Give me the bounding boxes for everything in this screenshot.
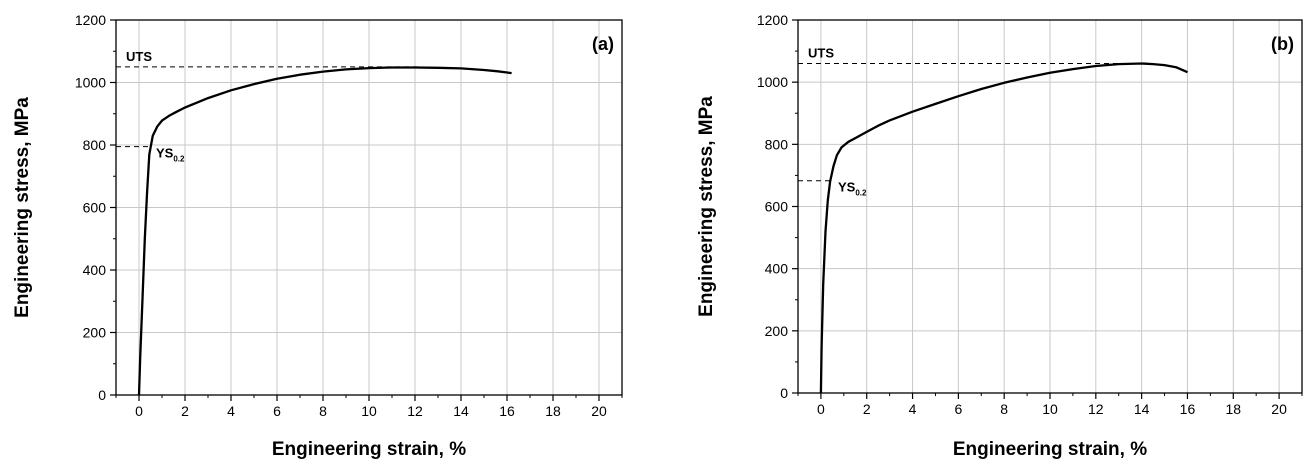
chart-1-x-axis-title: Engineering strain, % [953, 439, 1147, 460]
chart-1-y-axis-title: Engineering stress, MPa [696, 96, 717, 317]
chart-0-y-tick-label-6: 1200 [75, 12, 106, 28]
chart-1-y-tick-label-0: 0 [780, 385, 788, 401]
chart-1-annotation-label-0: UTS [808, 46, 834, 61]
chart-1-x-tick-label-8: 16 [1180, 401, 1196, 417]
chart-1-y-tick-label-5: 1000 [757, 74, 788, 90]
chart-1-series-0-line [819, 62, 1188, 394]
chart-0-x-tick-label-10: 20 [591, 403, 607, 419]
chart-0-x-tick-label-8: 16 [499, 403, 515, 419]
chart-0-x-tick-label-6: 12 [407, 403, 423, 419]
chart-0-y-tick-label-5: 1000 [75, 75, 106, 91]
chart-1-x-tick-label-5: 10 [1042, 401, 1058, 417]
chart-0-x-tick-label-0: 0 [135, 403, 143, 419]
chart-1-x-tick-label-0: 0 [817, 401, 825, 417]
chart-1-panel-label: (b) [1271, 34, 1294, 54]
chart-0-y-tick-label-4: 800 [83, 137, 107, 153]
chart-0-x-tick-label-7: 14 [453, 403, 469, 419]
chart-1-x-tick-label-2: 4 [909, 401, 917, 417]
chart-0: 0 2 4 6 8 10 12 14 16 18 20020040060080010001200En… [12, 12, 623, 460]
chart-0-panel-label: (a) [592, 34, 614, 54]
chart-0-x-tick-label-1: 2 [181, 403, 189, 419]
chart-1-y-tick-label-2: 400 [765, 261, 789, 277]
chart-1-x-tick-label-7: 14 [1134, 401, 1150, 417]
chart-0-x-tick-label-9: 18 [545, 403, 561, 419]
chart-1-y-tick-label-6: 1200 [757, 12, 788, 28]
chart-1-x-tick-label-3: 6 [954, 401, 962, 417]
chart-1-x-tick-label-1: 2 [863, 401, 871, 417]
chart-1-x-tick-label-10: 20 [1271, 401, 1287, 417]
chart-1-x-tick-label-4: 8 [1000, 401, 1008, 417]
chart-1-y-tick-label-4: 800 [765, 136, 789, 152]
chart-0-y-tick-label-3: 600 [83, 200, 107, 216]
chart-1-y-tick-label-3: 600 [765, 199, 789, 215]
chart-0-x-tick-label-3: 6 [273, 403, 281, 419]
chart-0-y-axis-title: Engineering stress, MPa [12, 97, 33, 318]
chart-0-x-axis-title: Engineering strain, % [272, 439, 466, 460]
chart-0-x-tick-label-5: 10 [361, 403, 377, 419]
chart-1-x-tick-label-6: 12 [1088, 401, 1104, 417]
chart-0-y-tick-label-0: 0 [98, 387, 106, 403]
chart-0-annotation-label-1: YS0.2 [156, 146, 185, 164]
chart-0-x-tick-label-2: 4 [227, 403, 235, 419]
chart-0-series-0-line [137, 66, 512, 396]
chart-0-x-tick-label-4: 8 [319, 403, 327, 419]
chart-1-y-tick-label-1: 200 [765, 323, 789, 339]
chart-0-y-tick-label-1: 200 [83, 325, 107, 341]
chart-1-annotation-label-1: YS0.2 [838, 180, 867, 198]
chart-1: 0 2 4 6 8 10 12 14 16 18 20020040060080010001200En… [696, 12, 1303, 460]
chart-0-annotation-label-0: UTS [126, 49, 152, 64]
chart-1-x-tick-label-9: 18 [1225, 401, 1241, 417]
chart-0-y-tick-label-2: 400 [83, 262, 107, 278]
